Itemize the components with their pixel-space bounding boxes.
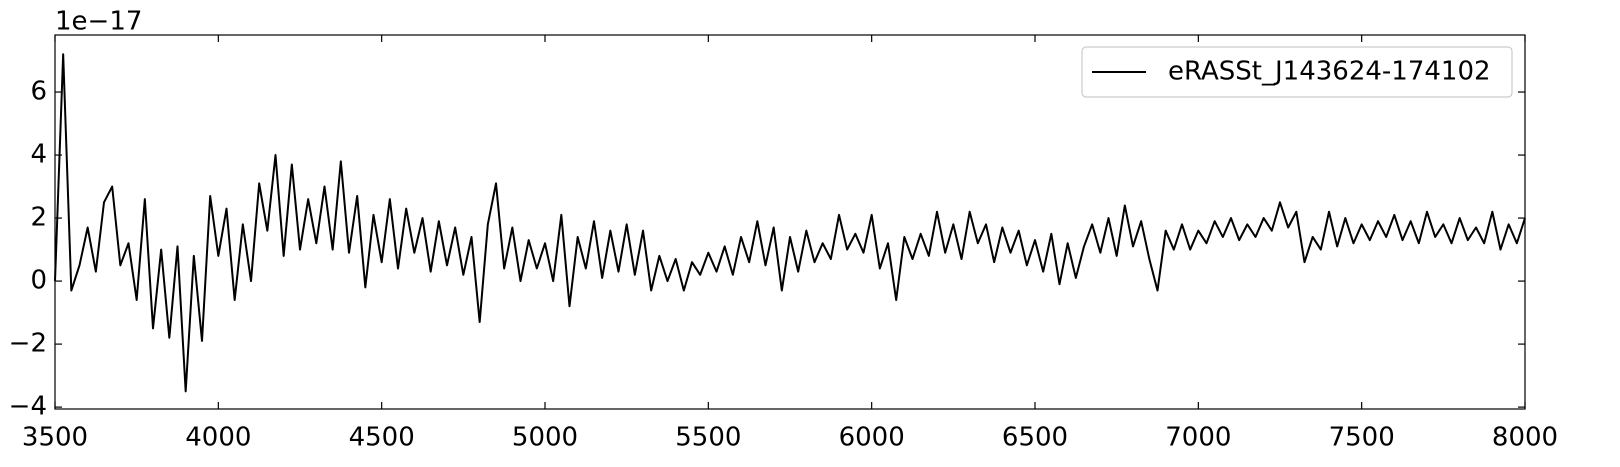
x-tick-label: 7500 xyxy=(1329,423,1395,453)
offset-label: 1e−17 xyxy=(55,7,142,37)
x-tick-label: 3500 xyxy=(22,423,88,453)
y-tick-label: 0 xyxy=(30,266,47,296)
x-tick-label: 8000 xyxy=(1492,423,1558,453)
legend-label: eRASSt_J143624-174102 xyxy=(1168,57,1491,87)
x-tick-label: 4000 xyxy=(185,423,251,453)
x-tick-label: 5000 xyxy=(512,423,578,453)
plot-frame xyxy=(54,34,1526,410)
x-tick-label: 5500 xyxy=(675,423,741,453)
y-tick-label: 4 xyxy=(30,140,47,170)
y-tick-label: 2 xyxy=(30,203,47,233)
y-tick-label: −4 xyxy=(9,392,47,422)
y-tick-label: 6 xyxy=(30,77,47,107)
x-tick-label: 7000 xyxy=(1165,423,1231,453)
x-tick-label: 6500 xyxy=(1002,423,1068,453)
legend-box xyxy=(1081,46,1513,98)
x-tick-label: 4500 xyxy=(349,423,415,453)
y-tick-label: −2 xyxy=(9,329,47,359)
x-tick-label: 6000 xyxy=(839,423,905,453)
spectrum-line xyxy=(54,53,1526,393)
